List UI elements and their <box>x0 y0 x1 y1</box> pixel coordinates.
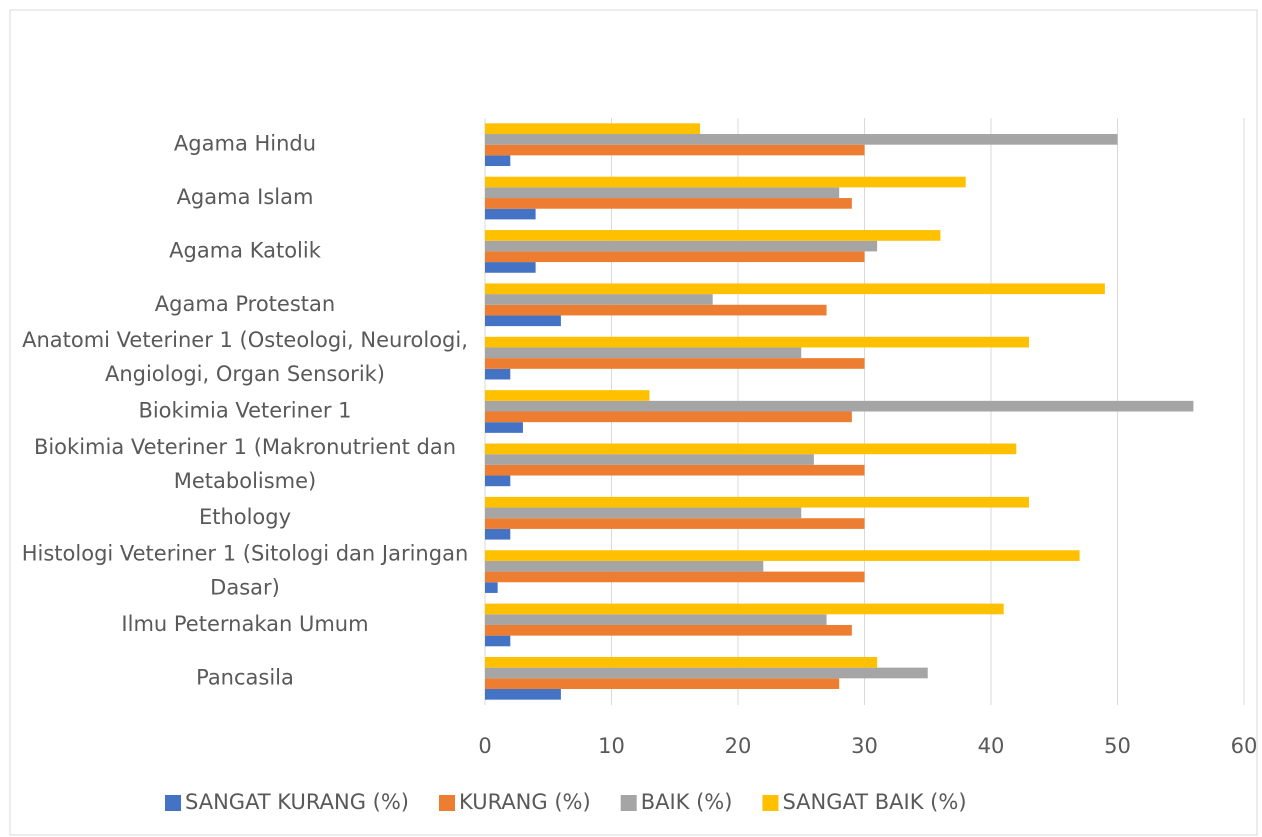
x-tick-label: 40 <box>978 734 1005 758</box>
y-tick-label: Agama Hindu <box>174 132 316 156</box>
bar <box>485 134 1118 145</box>
bar <box>485 496 1029 508</box>
bar <box>485 603 1004 615</box>
bar <box>485 155 511 167</box>
bar <box>485 240 878 252</box>
bar <box>485 528 511 540</box>
legend-label: KURANG (%) <box>459 790 591 814</box>
bar <box>485 230 941 241</box>
legend-label: BAIK (%) <box>641 790 733 814</box>
bar <box>485 123 701 135</box>
x-tick-label: 30 <box>851 734 878 758</box>
x-tick-label: 10 <box>598 734 625 758</box>
bar <box>485 187 840 199</box>
bar <box>485 635 511 647</box>
y-tick-label: Pancasila <box>196 665 294 689</box>
y-tick-label: Agama Katolik <box>169 238 322 262</box>
x-tick-label: 50 <box>1104 734 1131 758</box>
bar <box>485 454 814 465</box>
legend-swatch <box>439 795 455 811</box>
bar <box>485 283 1105 295</box>
bar <box>485 198 852 209</box>
bar <box>485 315 561 327</box>
bar <box>485 624 852 636</box>
x-tick-label: 20 <box>725 734 752 758</box>
bar <box>485 390 650 401</box>
bar <box>485 678 840 689</box>
x-tick-label: 60 <box>1231 734 1258 758</box>
bar <box>485 262 536 273</box>
y-tick-label: Biokimia Veteriner 1 (Makronutrient dan M… <box>34 435 456 493</box>
y-tick-label: Agama Protestan <box>155 292 335 316</box>
x-tick-label: 0 <box>478 734 491 758</box>
bar <box>485 176 966 188</box>
bar <box>485 688 561 700</box>
bar <box>485 347 802 359</box>
bar <box>485 251 865 263</box>
bar <box>485 411 852 423</box>
y-tick-label: Biokimia Veteriner 1 <box>138 399 351 423</box>
bar <box>485 400 1194 412</box>
y-tick-label: Histologi Veteriner 1 (Sitologi dan Jari… <box>22 542 469 600</box>
legend-label: SANGAT BAIK (%) <box>782 790 966 814</box>
y-tick-label: Ethology <box>199 505 291 529</box>
bar <box>485 144 865 156</box>
bar <box>485 550 1080 561</box>
bar <box>485 518 865 529</box>
bar <box>485 464 865 476</box>
bar <box>485 304 827 316</box>
bar <box>485 614 827 625</box>
legend-label: SANGAT KURANG (%) <box>185 790 409 814</box>
bar <box>485 475 511 487</box>
bar <box>485 208 536 220</box>
bar <box>485 571 865 583</box>
y-tick-label: Anatomi Veteriner 1 (Osteologi, Neurolog… <box>22 328 468 386</box>
legend-swatch <box>762 795 779 811</box>
bar <box>485 368 511 380</box>
bar <box>485 560 764 572</box>
bar <box>485 443 1017 455</box>
bar <box>485 582 498 593</box>
legend-swatch <box>620 795 637 811</box>
bar <box>485 358 865 369</box>
bar <box>485 667 928 679</box>
y-tick-label: Agama Islam <box>177 185 314 209</box>
legend: SANGAT KURANG (%) KURANG (%) BAIK (%) SANGA… <box>165 790 967 814</box>
bar <box>485 422 523 433</box>
bar <box>485 656 878 668</box>
y-tick-label: Ilmu Peternakan Umum <box>121 612 368 636</box>
legend-swatch <box>165 795 181 811</box>
bar <box>485 336 1029 348</box>
bar <box>485 507 802 519</box>
bar <box>485 294 713 305</box>
